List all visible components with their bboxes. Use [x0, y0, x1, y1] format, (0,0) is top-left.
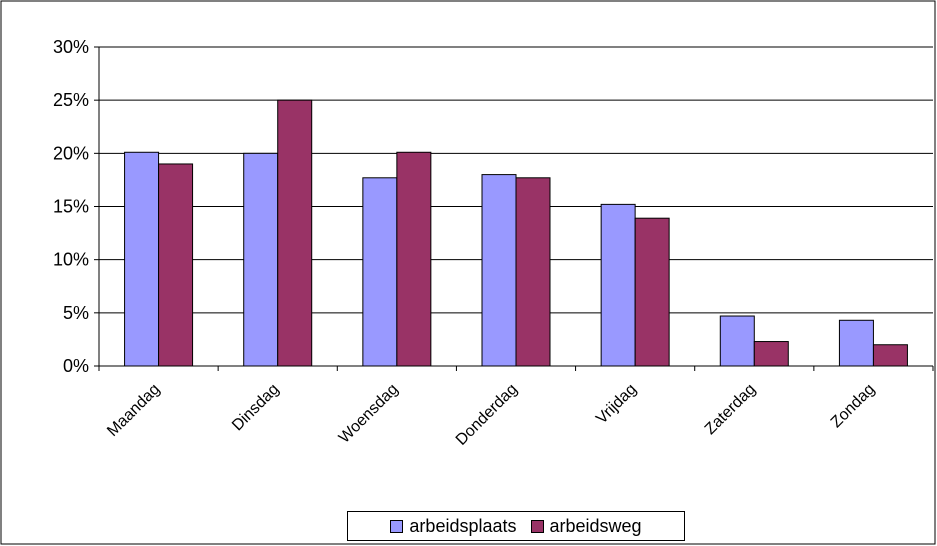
- y-tick-label: 5%: [63, 303, 89, 323]
- legend-swatch-arbeidsplaats: [390, 519, 404, 533]
- bar-arbeidsweg-dinsdag: [277, 99, 313, 367]
- bar-arbeidsplaats-zaterdag: [719, 315, 755, 367]
- bar-arbeidsweg-zondag: [872, 344, 908, 367]
- legend-item-arbeidsplaats: arbeidsplaats: [390, 515, 517, 537]
- bar-arbeidsplaats-woensdag: [362, 177, 398, 367]
- y-tick-label: 25%: [53, 90, 89, 110]
- gridlines: [99, 46, 933, 314]
- bar-arbeidsweg-woensdag: [396, 151, 432, 367]
- legend-item-arbeidsweg: arbeidsweg: [530, 515, 642, 537]
- bar-arbeidsplaats-dinsdag: [243, 152, 279, 367]
- legend-swatch-arbeidsweg: [530, 519, 544, 533]
- bar-arbeidsweg-vrijdag: [634, 217, 670, 367]
- bar-arbeidsweg-zaterdag: [753, 341, 789, 367]
- legend-label-arbeidsplaats: arbeidsplaats: [409, 515, 517, 536]
- bar-arbeidsweg-maandag: [158, 163, 194, 367]
- y-tick-label: 20%: [53, 143, 89, 163]
- legend: arbeidsplaats arbeidsweg: [347, 511, 685, 541]
- bar-arbeidsplaats-zondag: [838, 319, 874, 367]
- y-tick-label: 15%: [53, 197, 89, 217]
- bar-arbeidsplaats-donderdag: [481, 174, 517, 367]
- bar-arbeidsweg-donderdag: [515, 177, 551, 367]
- bar-arbeidsplaats-vrijdag: [600, 203, 636, 367]
- axes: [94, 46, 934, 371]
- y-tick-label: 10%: [53, 250, 89, 270]
- bars: [124, 99, 908, 367]
- y-tick-label: 30%: [53, 37, 89, 57]
- y-tick-label: 0%: [63, 356, 89, 376]
- legend-label-arbeidsweg: arbeidsweg: [549, 515, 642, 536]
- bar-arbeidsplaats-maandag: [124, 151, 160, 367]
